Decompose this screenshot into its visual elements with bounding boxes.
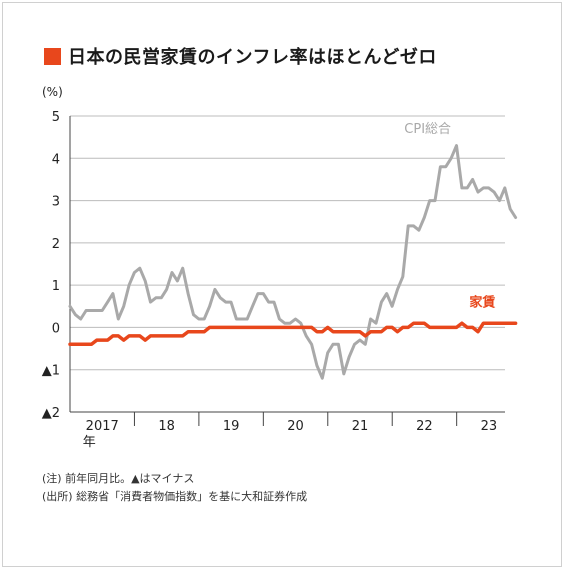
x-tick-label: 20 bbox=[287, 419, 304, 434]
x-tick-label: 23 bbox=[481, 419, 498, 434]
series-line-cpi bbox=[68, 144, 518, 380]
x-tick-sublabel: 年 bbox=[83, 435, 96, 450]
x-tick-label: 22 bbox=[416, 419, 433, 434]
figure-frame bbox=[2, 2, 562, 567]
y-tick-label: 3 bbox=[52, 195, 60, 210]
y-tick-label: 1 bbox=[52, 279, 60, 294]
chart-title-row: 日本の民営家賃のインフレ率はほとんどゼロ bbox=[44, 44, 437, 68]
title-marker-square bbox=[44, 47, 61, 65]
y-tick-label: 5 bbox=[52, 110, 60, 125]
x-tick-label: 21 bbox=[352, 419, 369, 434]
chart-notes: (注) 前年同月比。▲はマイナス (出所) 総務省「消費者物価指数」を基に大和証… bbox=[42, 470, 307, 506]
note-definition: (注) 前年同月比。▲はマイナス bbox=[42, 472, 195, 485]
note-source: (出所) 総務省「消費者物価指数」を基に大和証券作成 bbox=[42, 490, 308, 503]
series-label-cpi: CPI総合 bbox=[404, 122, 451, 137]
y-axis-unit-label: (%) bbox=[42, 85, 63, 99]
series-label-rent: 家賃 bbox=[469, 295, 495, 311]
y-tick-label: 4 bbox=[52, 152, 60, 167]
chart-title: 日本の民営家賃のインフレ率はほとんどゼロ bbox=[68, 47, 437, 68]
y-tick-label: ▲1 bbox=[42, 364, 60, 379]
y-tick-label: ▲2 bbox=[42, 406, 60, 421]
y-tick-label: 2 bbox=[52, 237, 60, 252]
x-tick-label: 2017 bbox=[86, 419, 119, 434]
y-tick-label: 0 bbox=[52, 321, 60, 336]
x-tick-label: 19 bbox=[223, 419, 240, 434]
x-tick-label: 18 bbox=[158, 419, 175, 434]
series-line-rent bbox=[68, 321, 518, 347]
